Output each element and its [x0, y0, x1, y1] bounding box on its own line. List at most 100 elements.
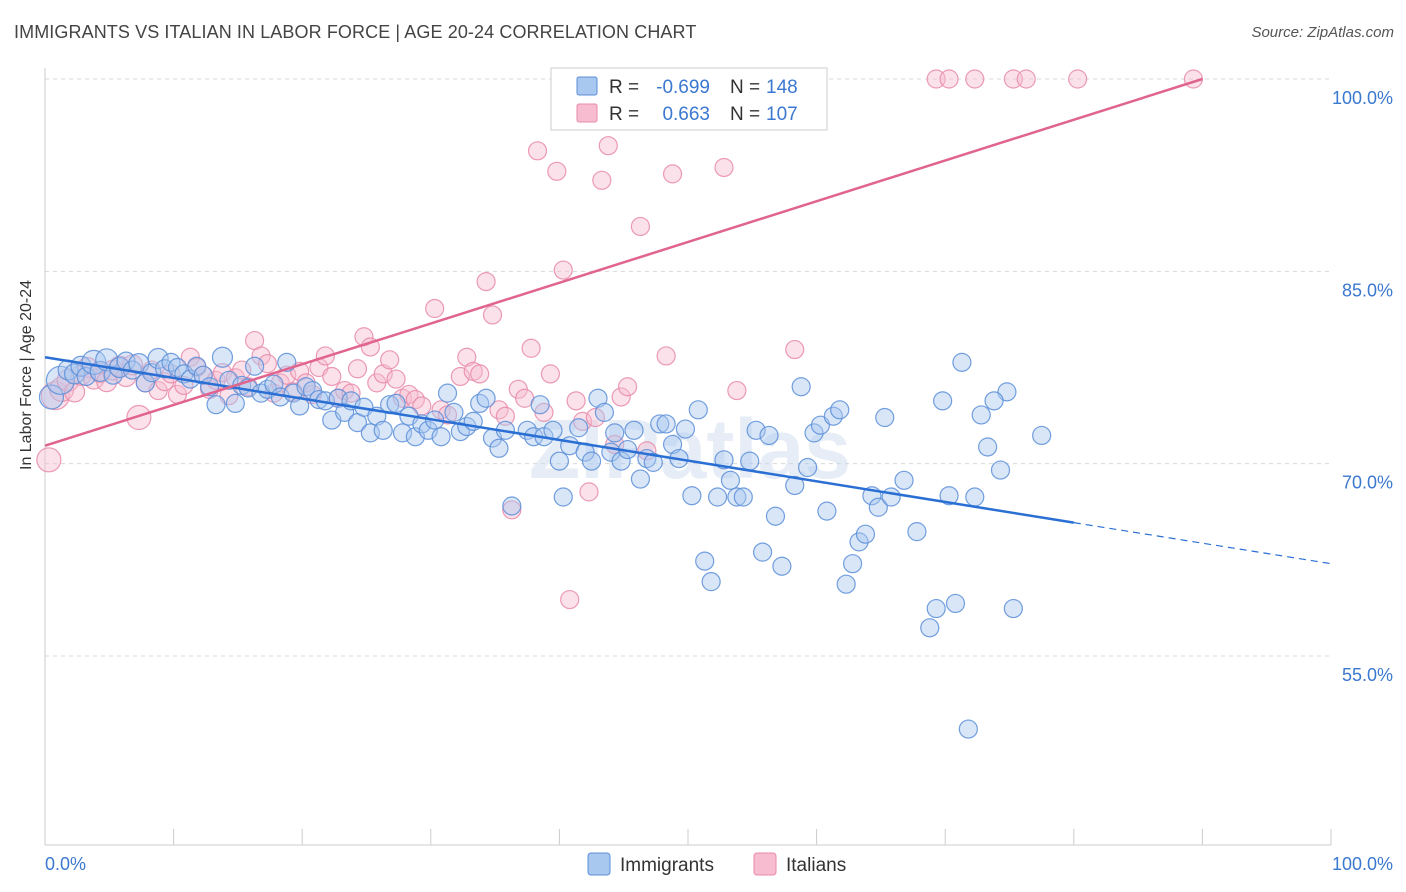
- legend-r-value: 0.663: [662, 104, 710, 125]
- point-immigrants: [437, 383, 458, 403]
- point-immigrants: [881, 487, 901, 507]
- y-tick-label: 100.0%: [1332, 88, 1393, 108]
- point-immigrants: [206, 395, 226, 415]
- point-italians: [727, 380, 747, 401]
- point-immigrants: [785, 475, 805, 496]
- legend-r-value: -0.699: [656, 77, 710, 98]
- legend-n-label: N =: [730, 104, 760, 125]
- correlation-legend: R = -0.699 N = 148 R = 0.663 N = 107: [550, 67, 828, 131]
- point-italians: [347, 359, 368, 379]
- point-immigrants: [662, 434, 683, 455]
- point-immigrants: [797, 457, 818, 478]
- point-immigrants: [431, 427, 451, 447]
- point-immigrants: [650, 414, 670, 434]
- point-immigrants: [489, 438, 509, 458]
- point-italians: [521, 338, 541, 358]
- point-italians: [232, 360, 252, 380]
- legend-swatch-immigrants: [587, 852, 611, 876]
- point-italians: [482, 305, 503, 325]
- point-italians: [662, 164, 683, 184]
- point-immigrants: [588, 388, 608, 408]
- point-immigrants: [476, 388, 496, 408]
- point-italians: [373, 364, 393, 384]
- point-immigrants: [386, 393, 406, 414]
- point-immigrants: [1032, 425, 1052, 446]
- point-italians: [386, 369, 406, 389]
- point-italians: [611, 387, 631, 407]
- point-immigrants: [605, 423, 625, 443]
- point-immigrants: [727, 487, 747, 507]
- point-italians: [457, 347, 477, 367]
- point-italians: [553, 260, 573, 280]
- chart-title: IMMIGRANTS VS ITALIAN IN LABOR FORCE | A…: [14, 22, 697, 42]
- series-legend: Immigrants Italians: [587, 852, 846, 876]
- point-italians: [579, 482, 599, 502]
- point-immigrants: [843, 554, 863, 574]
- point-italians: [1068, 69, 1088, 89]
- point-immigrants: [553, 487, 573, 507]
- point-italians: [322, 366, 342, 387]
- point-italians: [630, 216, 651, 237]
- point-italians: [714, 157, 734, 178]
- point-immigrants: [530, 395, 550, 415]
- point-italians: [212, 363, 233, 383]
- point-immigrants: [245, 356, 265, 376]
- legend-r-label: R =: [609, 104, 639, 125]
- point-immigrants: [450, 422, 470, 442]
- point-italians: [585, 407, 606, 428]
- point-immigrants: [569, 418, 589, 438]
- point-immigrants: [611, 451, 631, 471]
- point-immigrants: [752, 542, 773, 562]
- point-immigrants: [971, 405, 991, 425]
- trendline-immigrants-extension: [1073, 522, 1332, 565]
- point-immigrants: [695, 551, 715, 571]
- watermark: ZIPatlas: [529, 402, 851, 496]
- trendline-immigrants: [44, 356, 1074, 524]
- point-immigrants: [926, 598, 946, 619]
- y-tick-label: 85.0%: [1342, 280, 1393, 300]
- point-italians: [1016, 69, 1036, 89]
- axes: [44, 68, 1332, 846]
- point-italians: [251, 346, 271, 366]
- point-immigrants: [849, 532, 869, 552]
- point-italians: [476, 271, 496, 292]
- point-immigrants: [746, 420, 766, 440]
- point-immigrants: [225, 393, 245, 414]
- point-immigrants: [759, 425, 779, 446]
- point-immigrants: [682, 486, 702, 506]
- legend-n-label: N =: [730, 77, 760, 98]
- point-immigrants: [444, 402, 464, 422]
- point-immigrants: [630, 469, 651, 489]
- point-immigrants: [373, 420, 393, 440]
- legend-label-italians: Italians: [786, 855, 846, 876]
- series-immigrants: [38, 346, 1052, 739]
- point-immigrants: [733, 487, 753, 507]
- point-immigrants: [470, 393, 490, 414]
- point-immigrants: [894, 470, 914, 490]
- point-italians: [785, 339, 805, 360]
- point-italians: [470, 364, 490, 384]
- legend-swatch-italians: [576, 103, 598, 123]
- x-tick-label: 0.0%: [45, 854, 86, 874]
- point-immigrants: [161, 352, 181, 372]
- point-immigrants: [817, 501, 837, 521]
- point-italians: [495, 406, 515, 426]
- point-immigrants: [656, 414, 676, 434]
- point-immigrants: [875, 407, 895, 428]
- point-immigrants: [765, 506, 786, 526]
- point-immigrants: [965, 487, 985, 507]
- point-immigrants: [392, 423, 413, 443]
- point-immigrants: [740, 451, 760, 471]
- point-immigrants: [939, 486, 959, 506]
- point-immigrants: [920, 618, 940, 638]
- point-italians: [598, 136, 618, 156]
- point-immigrants: [984, 391, 1004, 411]
- point-immigrants: [594, 402, 615, 422]
- point-immigrants: [804, 423, 824, 443]
- point-immigrants: [855, 524, 876, 544]
- x-tick-label: 100.0%: [1332, 854, 1393, 874]
- point-italians: [540, 364, 560, 384]
- point-italians: [547, 161, 567, 181]
- point-immigrants: [791, 377, 811, 397]
